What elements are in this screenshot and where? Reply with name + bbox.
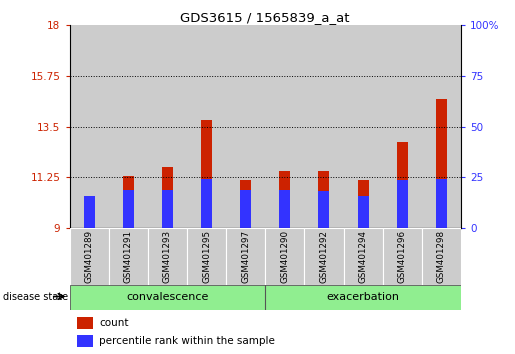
- Bar: [318, 171, 330, 228]
- Bar: [77, 317, 93, 329]
- Bar: [123, 176, 134, 228]
- Bar: [83, 195, 95, 228]
- Bar: [109, 25, 148, 228]
- Text: GSM401297: GSM401297: [241, 230, 250, 283]
- Bar: [383, 25, 422, 228]
- Text: exacerbation: exacerbation: [327, 292, 400, 302]
- Bar: [422, 228, 461, 285]
- Bar: [265, 228, 304, 285]
- Bar: [240, 180, 251, 228]
- Bar: [304, 228, 344, 285]
- Text: count: count: [99, 318, 128, 328]
- Bar: [201, 178, 212, 228]
- Bar: [240, 190, 251, 228]
- Text: GSM401293: GSM401293: [163, 230, 172, 283]
- Bar: [201, 120, 212, 228]
- Bar: [70, 25, 109, 228]
- Bar: [148, 25, 187, 228]
- Bar: [344, 25, 383, 228]
- Bar: [109, 228, 148, 285]
- Bar: [83, 201, 95, 228]
- Bar: [357, 180, 369, 228]
- Bar: [265, 285, 461, 310]
- Text: percentile rank within the sample: percentile rank within the sample: [99, 336, 275, 346]
- Text: GSM401295: GSM401295: [202, 230, 211, 283]
- Text: GSM401298: GSM401298: [437, 230, 446, 283]
- Bar: [422, 25, 461, 228]
- Title: GDS3615 / 1565839_a_at: GDS3615 / 1565839_a_at: [180, 11, 350, 24]
- Text: GSM401291: GSM401291: [124, 230, 133, 283]
- Bar: [397, 142, 408, 228]
- Text: GSM401292: GSM401292: [319, 230, 329, 283]
- Bar: [436, 178, 447, 228]
- Bar: [318, 191, 330, 228]
- Bar: [436, 99, 447, 228]
- Bar: [148, 228, 187, 285]
- Bar: [123, 190, 134, 228]
- Bar: [344, 228, 383, 285]
- Bar: [279, 171, 290, 228]
- Bar: [187, 228, 226, 285]
- Bar: [304, 25, 344, 228]
- Bar: [70, 228, 109, 285]
- Bar: [77, 335, 93, 347]
- Bar: [265, 25, 304, 228]
- Bar: [162, 167, 173, 228]
- Text: GSM401296: GSM401296: [398, 230, 407, 283]
- Text: GSM401289: GSM401289: [84, 230, 94, 283]
- Bar: [279, 190, 290, 228]
- Bar: [162, 190, 173, 228]
- Bar: [357, 195, 369, 228]
- Text: GSM401290: GSM401290: [280, 230, 289, 283]
- Bar: [383, 228, 422, 285]
- Text: disease state: disease state: [3, 292, 67, 302]
- Bar: [226, 228, 265, 285]
- Text: GSM401294: GSM401294: [358, 230, 368, 283]
- Bar: [226, 25, 265, 228]
- Bar: [397, 180, 408, 228]
- Text: convalescence: convalescence: [126, 292, 209, 302]
- Bar: [70, 285, 265, 310]
- Bar: [187, 25, 226, 228]
